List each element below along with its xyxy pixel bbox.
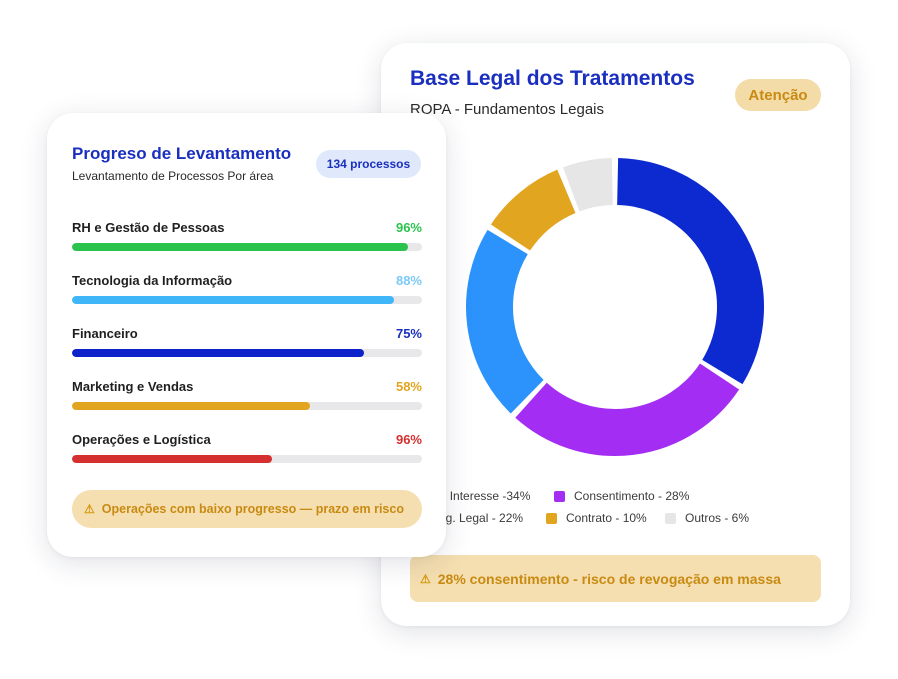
legend-swatch [665,512,676,524]
progress-row-value: 96% [395,432,422,447]
legal-basis-donut-chart [466,158,764,456]
progress-row-label: RH e Gestão de Pessoas [72,220,225,235]
progress-bar-fill [72,296,394,304]
legend-item-contract: Contrato - 10% [546,511,647,525]
progress-row-label: Financeiro [72,326,138,341]
legend-item-other: Outros - 6% [665,511,749,525]
legal-basis-title: Base Legal dos Tratamentos [410,67,695,90]
progress-row-label: Operações e Logística [72,432,211,447]
consent-warning-banner: ⚠ 28% consentimento - risco de revogação… [410,555,821,602]
progress-row-label: Tecnologia da Informação [72,273,233,288]
legend-swatch [546,512,557,524]
progress-card: Progreso de Levantamento Levantamento de… [47,113,446,557]
progress-row-label: Marketing e Vendas [72,379,194,394]
progress-bar-track [72,296,422,304]
slice-contract [490,169,577,252]
legal-basis-card: Base Legal dos Tratamentos ROPA - Fundam… [381,43,850,626]
legend-swatch [554,490,565,502]
process-count-badge: 134 processos [316,150,421,178]
slice-other [563,158,614,212]
slice-legal-obligation [466,229,545,414]
consent-warning-text: 28% consentimento - risco de revogação e… [437,570,781,587]
chart-legend: Leg; Interesse -34% Consentimento - 28% Ob… [381,487,850,531]
warning-icon: ⚠ [84,502,95,516]
legal-basis-subtitle: ROPA - Fundamentos Legais [410,101,604,118]
legend-item-consent: Consentimento - 28% [554,489,689,503]
legend-label: Consentimento - 28% [574,489,690,503]
legend-label: Obrig. Legal - 22% [423,511,524,525]
progress-bar-track [72,402,422,410]
warning-icon: ⚠ [420,571,431,586]
status-badge: Atenção [735,79,821,111]
progress-row-value: 58% [395,379,422,394]
progress-bar-track [72,243,422,251]
legend-label: Outros - 6% [685,511,750,525]
progress-bar-fill [72,349,365,357]
progress-row-value: 96% [395,220,422,235]
progress-bar-track [72,455,422,463]
progress-subtitle: Levantamento de Processos Por área [72,169,274,183]
progress-row: Marketing e Vendas 58% [72,379,422,415]
low-progress-warning-text: Operações com baixo progresso — prazo em… [101,502,404,516]
legend-label: Leg; Interesse -34% [423,489,531,503]
progress-bar-fill [72,455,272,463]
slice-consent [515,362,740,456]
progress-row: Financeiro 75% [72,326,422,362]
progress-bar-track [72,349,422,357]
progress-row: Operações e Logística 96% [72,432,422,468]
progress-row-value: 75% [395,326,422,341]
progress-bar-fill [72,402,310,410]
progress-row: Tecnologia da Informação 88% [72,273,422,309]
low-progress-warning-banner: ⚠ Operações com baixo progresso — prazo … [72,490,422,528]
legend-label: Contrato - 10% [566,511,647,525]
progress-row: RH e Gestão de Pessoas 96% [72,220,422,256]
progress-row-value: 88% [395,273,422,288]
slice-legitimate-interest [616,158,764,385]
progress-title: Progreso de Levantamento [72,144,292,163]
progress-bar-fill [72,243,408,251]
